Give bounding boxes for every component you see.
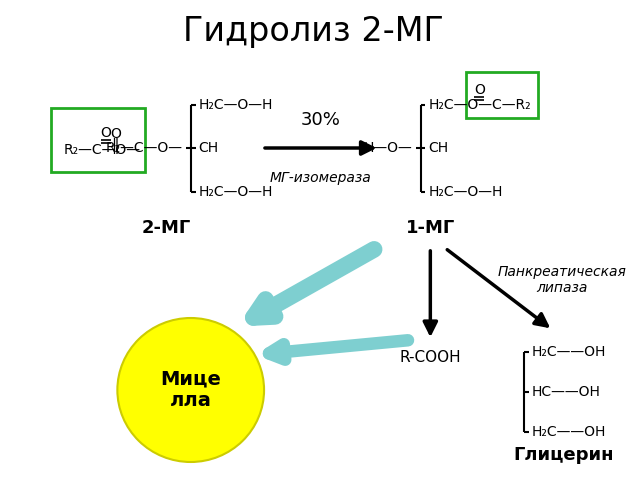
Bar xyxy=(51,108,145,172)
Text: Гидролиз 2-МГ: Гидролиз 2-МГ xyxy=(182,15,444,48)
Text: H₂C—O—H: H₂C—O—H xyxy=(198,98,273,112)
Text: R₂—C—O—: R₂—C—O— xyxy=(63,143,141,157)
Text: H₂C—O—C—R₂: H₂C—O—C—R₂ xyxy=(428,98,531,112)
Text: 30%: 30% xyxy=(301,111,340,129)
Text: O: O xyxy=(100,126,111,140)
Text: Мице
лла: Мице лла xyxy=(160,370,221,410)
Text: O: O xyxy=(110,127,121,141)
Text: R₂—C—O—: R₂—C—O— xyxy=(106,141,183,155)
Text: H—O—: H—O— xyxy=(364,141,413,155)
Text: Панкреатическая
липаза: Панкреатическая липаза xyxy=(498,265,627,295)
Text: CH: CH xyxy=(198,141,219,155)
Text: 2-МГ: 2-МГ xyxy=(141,219,191,237)
Text: O: O xyxy=(474,83,484,97)
Text: МГ-изомераза: МГ-изомераза xyxy=(270,171,372,185)
Text: H₂C—O—H: H₂C—O—H xyxy=(428,185,503,199)
Text: ‖: ‖ xyxy=(111,138,119,154)
Text: H₂C——OH: H₂C——OH xyxy=(532,345,607,359)
Bar xyxy=(465,72,538,118)
Text: Глицерин: Глицерин xyxy=(513,446,614,464)
Text: R-COOH: R-COOH xyxy=(399,350,461,365)
Text: 1-МГ: 1-МГ xyxy=(406,219,455,237)
Ellipse shape xyxy=(117,318,264,462)
Text: H₂C—O—H: H₂C—O—H xyxy=(198,185,273,199)
Text: H₂C——OH: H₂C——OH xyxy=(532,425,607,439)
Text: CH: CH xyxy=(428,141,449,155)
Text: HC——OH: HC——OH xyxy=(532,385,601,399)
